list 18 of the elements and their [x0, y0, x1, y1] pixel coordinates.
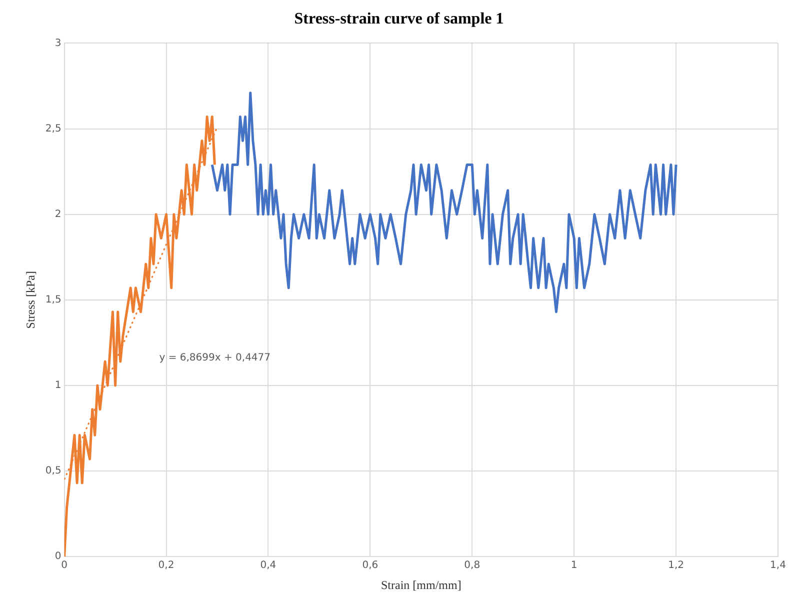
y-tick-label: 0 — [54, 551, 62, 562]
x-tick-label: 1,4 — [770, 560, 786, 572]
y-tick-label: 3 — [54, 38, 62, 49]
x-axis-title: Strain [mm/mm] — [380, 578, 462, 592]
x-tick-label: 0,6 — [362, 560, 378, 572]
annotation: y = 6,8699x + 0,4477 — [159, 352, 271, 364]
chart-title: Stress-strain curve of sample 1 — [294, 10, 504, 28]
x-tick-label: 0,4 — [260, 560, 276, 572]
y-tick-label: 1,5 — [45, 294, 62, 306]
y-tick-label: 2 — [54, 208, 62, 220]
y-tick-label: 2,5 — [45, 123, 62, 134]
y-axis-title: Stress [kPa] — [23, 271, 38, 329]
x-tick-label: 1 — [570, 560, 578, 572]
x-tick-label: 0,2 — [158, 560, 174, 572]
x-tick-label: 1,2 — [668, 560, 684, 572]
y-tick-label: 0,5 — [45, 466, 62, 477]
x-tick-label: 0,8 — [464, 560, 480, 572]
y-tick-label: 1 — [54, 380, 62, 392]
